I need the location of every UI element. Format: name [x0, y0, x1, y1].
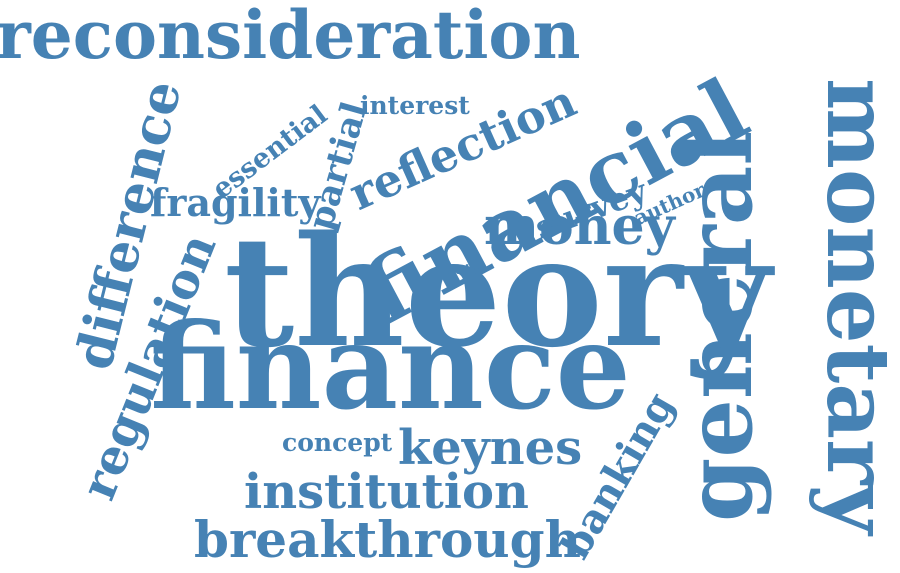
- word-money: money: [484, 196, 675, 257]
- word-breakthrough: breakthrough: [194, 510, 581, 569]
- word-rate: rate: [448, 262, 480, 278]
- word-keynes: keynes: [398, 420, 583, 476]
- word-interest: interest: [360, 91, 470, 120]
- word-theory: theory: [224, 202, 772, 381]
- word-fragility: fragility: [150, 180, 321, 225]
- word-institution: institution: [244, 464, 529, 520]
- word-finance: finance: [150, 297, 631, 436]
- word-concept: concept: [282, 428, 393, 457]
- word-reconsideration: reconsideration: [0, 0, 581, 74]
- word-monetary: monetary: [807, 78, 900, 535]
